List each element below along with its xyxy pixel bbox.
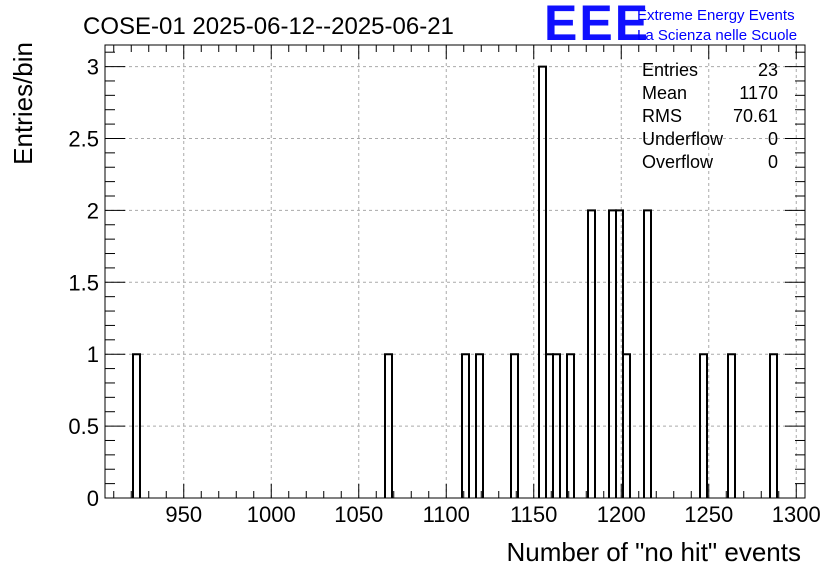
histogram-bin-15 [727,353,736,498]
x-tick-label-1: 1000 [247,502,296,527]
y-tick-labels: 0 0.5 1 1.5 2 2.5 3 [68,55,99,511]
x-tick-label-0: 950 [165,502,202,527]
x-tick-label-7: 1300 [772,502,821,527]
histogram-bin-0 [132,353,141,498]
histogram-bin-5 [538,65,547,498]
y-axis-label: Entries/bin [8,42,38,165]
logo: EEE Extreme Energy Events La Scienza nel… [544,0,797,51]
histogram-bars [132,65,778,498]
stat-value-1: 1170 [739,83,778,103]
y-tick-label-0: 0 [87,486,99,511]
stat-value-0: 23 [758,60,778,80]
stat-value-2: 70.61 [733,106,778,126]
histogram-bin-9 [587,209,596,498]
logo-mark: EEE [544,0,650,51]
y-tick-label-3: 1.5 [68,270,99,295]
histogram-bin-1 [384,353,393,498]
chart-title: COSE-01 2025-06-12--2025-06-21 [83,13,454,40]
stats-box: Entries 23 Mean 1170 RMS 70.61 Underflow 0 Overf… [642,60,778,172]
histogram-bin-7 [552,353,561,498]
histogram-bin-8 [566,353,575,498]
stat-value-4: 0 [768,152,778,172]
histogram-bin-4 [510,353,519,498]
y-tick-label-1: 0.5 [68,414,99,439]
x-tick-label-4: 1150 [510,502,557,527]
stat-label-3: Underflow [642,129,724,149]
histogram-bin-16 [769,353,778,498]
histogram-bin-3 [475,353,484,498]
y-tick-label-5: 2.5 [68,126,99,151]
histogram-bin-12 [622,353,631,498]
logo-line1: Extreme Energy Events [637,7,795,24]
histogram-bin-14 [699,353,708,498]
stat-label-1: Mean [642,83,687,103]
stat-label-0: Entries [642,60,698,80]
logo-line2: La Scienza nelle Scuole [637,27,797,44]
stat-label-2: RMS [642,106,682,126]
axis-ticks [105,45,805,499]
x-tick-label-3: 1100 [423,502,470,527]
stat-value-3: 0 [768,129,778,149]
grid [105,45,805,498]
y-tick-label-2: 1 [87,342,99,367]
x-tick-label-5: 1200 [597,502,646,527]
x-tick-label-2: 1050 [334,502,383,527]
histogram-bin-2 [461,353,470,498]
x-axis-label: Number of "no hit" events [507,537,802,567]
stat-label-4: Overflow [642,152,714,172]
x-tick-labels: 950 1000 1050 1100 1150 1200 1250 1300 [165,502,820,527]
y-tick-label-4: 2 [87,198,99,223]
plot-frame [104,44,806,499]
y-tick-label-6: 3 [87,55,99,80]
x-tick-label-6: 1250 [684,502,733,527]
histogram-bin-13 [643,209,652,498]
